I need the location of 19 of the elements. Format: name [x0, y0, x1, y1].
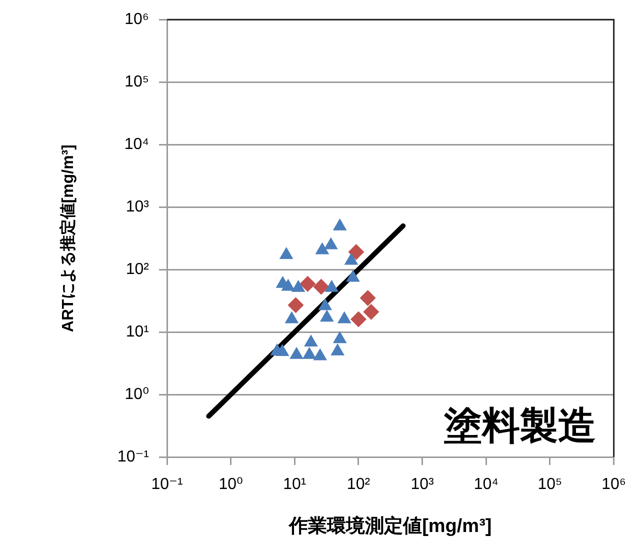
x-tick-label: 10⁵: [538, 476, 562, 494]
y-tick-label: 10¹: [126, 323, 149, 340]
y-tick-label: 10⁰: [124, 386, 149, 403]
x-tick-label: 10¹: [283, 476, 306, 494]
x-tick-label: 10⁶: [602, 476, 626, 494]
x-tick-label: 10³: [410, 476, 435, 494]
x-tick-label: 10⁻¹: [151, 476, 183, 494]
y-axis-title: ARTによる推定値[mg/m³]: [59, 144, 78, 332]
y-tick-label: 10⁶: [124, 11, 149, 28]
y-tick-label: 10⁻¹: [117, 448, 149, 466]
annotation: 塗料製造: [442, 405, 596, 448]
y-tick-label: 10²: [126, 260, 150, 278]
x-tick-label: 10⁰: [218, 476, 243, 494]
y-tick-label: 10³: [126, 198, 150, 216]
x-tick-label: 10⁴: [474, 476, 499, 494]
y-tick-label: 10⁴: [124, 136, 150, 153]
x-tick-label: 10²: [346, 476, 371, 494]
y-tick-label: 10⁵: [124, 73, 149, 90]
x-axis-title: 作業環境測定値[mg/m³]: [288, 514, 492, 537]
